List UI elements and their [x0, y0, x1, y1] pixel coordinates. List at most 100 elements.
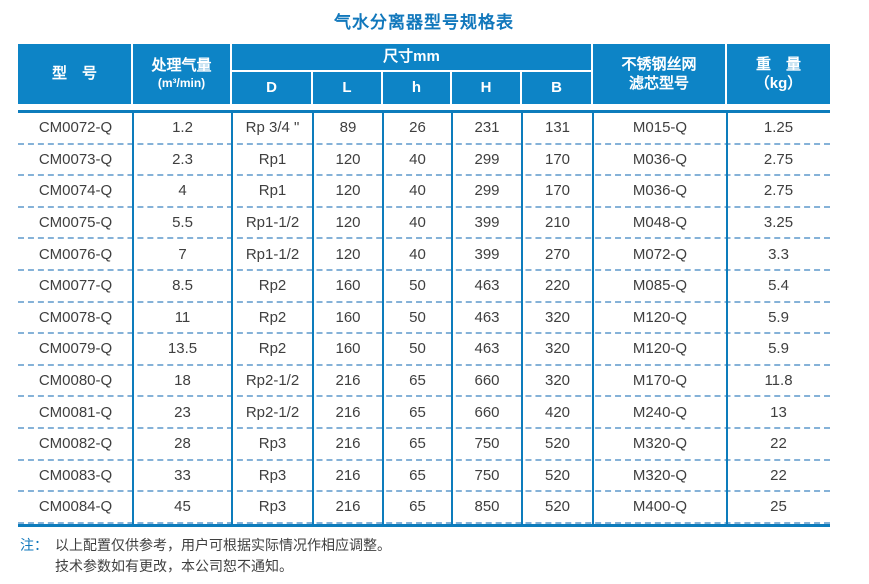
header-filter-line2: 滤芯型号	[628, 75, 689, 92]
table-row: CM0075-Q 5.5 Rp1-1/2 120 40 399 210 M048-Q 3.25	[18, 208, 830, 240]
table-cell: 160	[335, 340, 361, 358]
table-row: CM0080-Q 18 Rp2-1/2 216 65 660 320 M170-Q 11.8	[18, 366, 830, 398]
table-cell: 40	[409, 214, 426, 232]
table-cell: 120	[335, 182, 361, 200]
table-row: CM0074-Q 4 Rp1 120 40 299 170 M036-Q 2.75	[18, 176, 830, 208]
table-row: CM0079-Q 13.5 Rp2 160 50 463 320 M120-Q 5.9	[18, 334, 830, 366]
table-cell: 28	[174, 435, 191, 453]
table-cell: Rp1-1/2	[245, 214, 300, 232]
header-filter-line1: 不锈钢丝网	[621, 55, 697, 73]
table-cell: 660	[474, 372, 500, 390]
header-weight-line1: 重 量	[755, 55, 801, 73]
table-cell: 50	[409, 277, 426, 295]
table-cell: M120-Q	[632, 308, 688, 326]
column-divider	[382, 113, 384, 524]
table-cell: 320	[544, 340, 571, 358]
table-cell: 22	[770, 435, 787, 453]
column-divider	[451, 113, 453, 524]
table-cell: CM0082-Q	[38, 435, 113, 453]
table-cell: 50	[409, 340, 426, 358]
table-cell: 216	[335, 403, 361, 421]
table-cell: 750	[474, 435, 500, 453]
table-cell: 5.5	[172, 214, 193, 232]
table-cell: M400-Q	[632, 498, 688, 516]
table-cell: 11	[174, 308, 191, 326]
table-cell: 65	[409, 403, 426, 421]
table-cell: 8.5	[172, 277, 193, 295]
table-cell: 2.75	[763, 182, 794, 200]
table-row: CM0073-Q 2.3 Rp1 120 40 299 170 M036-Q 2.75	[18, 145, 830, 177]
table-body: CM0072-Q 1.2 Rp 3/4 " 89 26 231 131 M015-Q 1.25 C…	[18, 113, 830, 527]
table-cell: 45	[174, 498, 191, 516]
table-cell: Rp1	[258, 150, 287, 168]
table-cell: 270	[544, 245, 571, 263]
header-model: 型 号	[18, 44, 133, 104]
table-cell: 13.5	[167, 340, 198, 358]
table-cell: 320	[544, 308, 571, 326]
table-cell: 65	[409, 435, 426, 453]
table-cell: M048-Q	[632, 214, 688, 232]
table-row: CM0083-Q 33 Rp3 216 65 750 520 M320-Q 22	[18, 461, 830, 493]
table-cell: M320-Q	[632, 435, 688, 453]
header-capacity-title: 处理气量	[151, 57, 212, 75]
table-cell: Rp2-1/2	[245, 372, 300, 390]
table-cell: 160	[335, 277, 361, 295]
footnotes: 注： 以上配置仅供参考，用户可根据实际情况作相应调整。 技术参数如有更改，本公司…	[20, 535, 869, 578]
table-cell: 3.25	[763, 214, 794, 232]
table-cell: 40	[409, 150, 426, 168]
column-divider	[592, 113, 594, 524]
table-cell: CM0073-Q	[38, 150, 113, 168]
table-cell: 40	[409, 182, 426, 200]
table-cell: 89	[339, 119, 357, 137]
table-cell: 299	[474, 182, 500, 200]
table-cell: 1.2	[172, 119, 193, 137]
table-cell: CM0079-Q	[38, 340, 113, 358]
header-capacity-unit: (m³/min)	[157, 75, 206, 90]
table-cell: 160	[335, 308, 361, 326]
note-lines: 以上配置仅供参考，用户可根据实际情况作相应调整。 技术参数如有更改，本公司恕不通…	[55, 535, 391, 578]
table-cell: 399	[474, 214, 500, 232]
table-cell: CM0072-Q	[38, 119, 113, 137]
column-divider	[132, 113, 134, 524]
table-cell: 5.9	[768, 308, 789, 326]
table-cell: 520	[544, 498, 571, 516]
table-cell: CM0078-Q	[38, 308, 113, 326]
note-line-2: 技术参数如有更改，本公司恕不通知。	[55, 558, 293, 575]
table-cell: 463	[474, 340, 500, 358]
header-dimensions: 尺寸mm	[232, 44, 593, 72]
header-capacity: 处理气量 (m³/min)	[133, 44, 232, 104]
table-cell: 170	[544, 182, 571, 200]
table-cell: 18	[174, 372, 191, 390]
table-cell: M015-Q	[632, 119, 688, 137]
table-cell: 850	[474, 498, 500, 516]
table-cell: CM0074-Q	[38, 182, 113, 200]
table-cell: 7	[178, 245, 187, 263]
table-cell: Rp2	[258, 340, 287, 358]
header-dim-l: L	[313, 72, 383, 104]
table-cell: 170	[544, 150, 571, 168]
header-weight-line2: （kg）	[754, 75, 803, 92]
table-cell: Rp 3/4 "	[245, 119, 300, 137]
table-cell: CM0080-Q	[38, 372, 113, 390]
table-cell: 23	[174, 403, 191, 421]
table-cell: CM0076-Q	[38, 245, 113, 263]
spec-sheet: 气水分离器型号规格表 型 号 处理气量 (m³/min) 尺寸mm D L h …	[0, 8, 869, 584]
header-dim-h-big: H	[452, 72, 522, 104]
header-dim-h-small: h	[383, 72, 452, 104]
table-cell: 210	[544, 214, 571, 232]
table-cell: 463	[474, 308, 500, 326]
table-cell: Rp3	[258, 466, 287, 484]
table-row: CM0082-Q 28 Rp3 216 65 750 520 M320-Q 22	[18, 429, 830, 461]
table-cell: 13	[770, 403, 787, 421]
table-cell: 216	[335, 372, 361, 390]
table-cell: Rp3	[258, 498, 287, 516]
header-filter-model: 不锈钢丝网 滤芯型号	[593, 44, 727, 104]
table-row: CM0078-Q 11 Rp2 160 50 463 320 M120-Q 5.9	[18, 303, 830, 335]
table-cell: 216	[335, 466, 361, 484]
table-cell: 1.25	[763, 119, 794, 137]
table-cell: Rp2	[258, 277, 287, 295]
table-cell: M320-Q	[632, 466, 688, 484]
column-divider	[231, 113, 233, 524]
table-cell: 11.8	[764, 372, 793, 390]
table-cell: 520	[544, 435, 571, 453]
